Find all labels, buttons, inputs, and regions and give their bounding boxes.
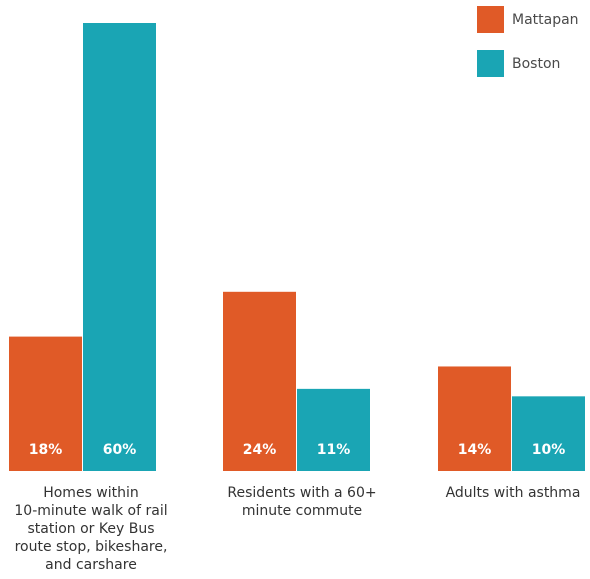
bar-boston-1 xyxy=(297,388,370,471)
category-label-line: minute commute xyxy=(241,503,363,519)
category-label-homes-transit: Homes within 10-minute walk of rail stat… xyxy=(6,484,176,574)
bar-mattapan-2 xyxy=(438,366,511,471)
bar-boston-0 xyxy=(83,23,156,471)
bar-mattapan-0 xyxy=(9,336,82,471)
category-label-long-commute: Residents with a 60+ minute commute xyxy=(212,484,392,520)
category-label-line: route stop, bikeshare, xyxy=(14,539,168,555)
category-label-line: and carshare xyxy=(45,557,137,573)
data-label-boston-2: 10% xyxy=(532,442,566,458)
legend-item-boston: Boston xyxy=(477,50,579,77)
data-label-mattapan-2: 14% xyxy=(458,442,492,458)
legend: Mattapan Boston xyxy=(477,6,579,94)
legend-swatch-boston xyxy=(477,50,504,77)
legend-label-boston: Boston xyxy=(512,55,561,72)
legend-label-mattapan: Mattapan xyxy=(512,11,579,28)
bar-boston-2 xyxy=(512,396,585,471)
category-label-line: Homes within xyxy=(43,485,139,501)
legend-swatch-mattapan xyxy=(477,6,504,33)
category-label-line: Adults with asthma xyxy=(445,485,581,501)
category-label-asthma: Adults with asthma xyxy=(428,484,590,502)
data-label-mattapan-1: 24% xyxy=(243,442,277,458)
category-label-line: 10-minute walk of rail xyxy=(14,503,168,519)
category-label-line: Residents with a 60+ xyxy=(227,485,377,501)
data-label-boston-0: 60% xyxy=(103,442,137,458)
bar-mattapan-1 xyxy=(223,291,296,471)
category-label-line: station or Key Bus xyxy=(27,521,155,537)
data-label-boston-1: 11% xyxy=(317,442,351,458)
data-label-mattapan-0: 18% xyxy=(29,442,63,458)
legend-item-mattapan: Mattapan xyxy=(477,6,579,33)
